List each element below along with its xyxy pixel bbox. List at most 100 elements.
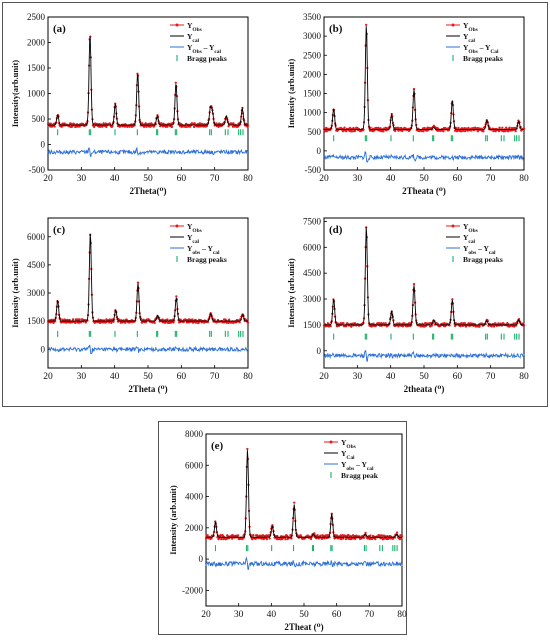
x-tick-label: 60 [332,610,342,620]
panel-label: (e) [211,440,224,452]
obs-point [369,126,372,129]
obs-point [202,125,205,128]
y-axis-label: Intensity (arb.unit) [168,485,178,555]
x-axis-label: 2Theat (⁰) [284,622,323,632]
x-tick-label: 70 [365,610,375,620]
obs-point [364,531,367,535]
x-tick-label: 50 [143,174,153,184]
y-tick-label: 0 [41,344,46,354]
obs-point [210,537,213,540]
obs-point [246,447,249,451]
obs-point [107,321,111,324]
y-tick-label: 3000 [303,31,322,41]
legend-swatch-dot [175,224,179,228]
obs-point [381,534,384,537]
x-tick-label: 20 [319,174,329,184]
x-tick-label: 70 [210,372,220,382]
plot-area [47,217,249,369]
obs-point [84,321,87,324]
x-tick-label: 60 [177,174,187,184]
obs-point [513,322,517,325]
legend-label: Ycal [463,233,476,245]
y-tick-label: -500 [29,165,46,175]
obs-point [412,87,416,91]
obs-point [166,125,169,128]
x-tick-label: 60 [453,174,463,184]
obs-point [316,534,319,537]
y-tick-label: 4500 [303,268,322,278]
x-tick-label: 80 [243,372,253,382]
x-tick-label: 30 [234,610,244,620]
y-tick-label: 3000 [27,288,46,298]
plot-area [47,16,249,171]
obs-point [400,126,403,130]
obs-point [348,126,352,130]
chart-panel-4: 20 30 40 50 60 70 80 0 1500 3000 4500 6000 7500 2thea… [286,216,529,394]
obs-point [401,129,404,133]
x-tick-label: 30 [353,174,363,184]
y-tick-label: 6000 [303,242,322,252]
series-difference [323,349,525,362]
x-tick-label: 20 [319,372,329,382]
obs-point [461,129,465,133]
x-axis-label: 2Theata (⁰) [402,186,446,196]
obs-point [290,537,293,540]
obs-point [401,325,405,328]
obs-point [353,322,357,325]
obs-point [380,321,383,325]
obs-point [369,534,372,537]
y-tick-label: 6000 [27,232,46,242]
obs-point [159,124,162,128]
obs-point [309,537,313,541]
obs-point [182,320,185,324]
legend-label: YObs – YCal [463,43,499,55]
x-tick-label: 40 [110,372,120,382]
obs-point [75,125,78,128]
legend-label: YObs [463,222,478,234]
y-tick-label: 4000 [185,492,204,502]
series-difference [47,344,249,355]
y-tick-label: 4500 [27,260,46,270]
y-tick-label: 1500 [27,63,46,73]
series-y-obs [322,23,526,133]
x-tick-label: 50 [419,174,429,184]
series-y-cal [48,233,248,322]
obs-point [497,129,501,133]
y-tick-label: 6000 [185,460,204,470]
x-tick-label: 20 [43,372,53,382]
obs-point [453,324,457,328]
obs-point [191,318,194,321]
x-tick-label: 20 [201,610,211,620]
y-tick-label: 8000 [185,429,204,439]
legend-label: YObs [463,21,478,33]
obs-point [459,325,462,328]
obs-point [268,537,271,540]
obs-point [153,321,156,325]
obs-point [514,129,517,133]
obs-point [482,130,485,133]
series-y-obs [46,233,250,325]
obs-point [164,321,167,324]
x-tick-label: 80 [397,610,407,620]
y-tick-label: 1500 [27,316,46,326]
obs-point [232,122,235,125]
y-tick-label: 1500 [303,89,322,99]
obs-point [227,125,230,128]
obs-point [92,125,96,129]
y-tick-label: 2500 [303,50,322,60]
obs-point [230,537,234,540]
y-tick-label: -500 [305,165,322,175]
obs-point [170,125,174,129]
x-tick-label: 60 [453,372,463,382]
obs-point [442,130,445,133]
x-axis-label: 2Theta (⁰) [128,384,167,394]
obs-point [463,322,467,325]
obs-point [374,537,377,541]
series-y-obs [322,226,526,328]
y-axis-label: Intensity (arb.unit) [286,258,296,328]
x-tick-label: 20 [43,174,53,184]
obs-point [74,321,77,325]
chart-panel-2: 20 30 40 50 60 70 80 -500 0 500 1000 1500 2000 2500 30… [286,12,529,196]
obs-point [192,125,196,129]
